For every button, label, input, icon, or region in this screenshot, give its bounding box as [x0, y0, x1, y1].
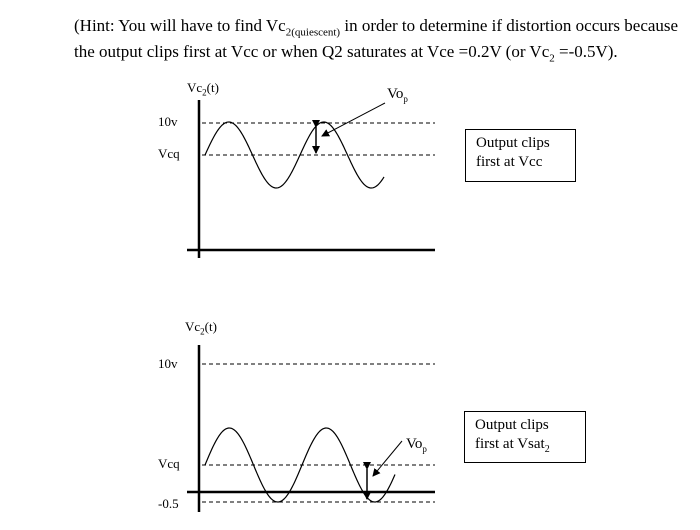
top-vop-pointer — [321, 102, 386, 137]
top-y-axis-label: Vc2(t) — [187, 80, 219, 98]
top-graph — [187, 100, 435, 258]
bottom-vop-sub: p — [422, 444, 427, 454]
top-box-line1: Output clips — [476, 135, 550, 151]
hint-text: (Hint: You will have to find Vc2(quiesce… — [74, 16, 694, 69]
bottom-vop-label: Vop — [406, 436, 427, 454]
bottom-vop-text: Vo — [406, 436, 423, 452]
bottom-vcq-label: Vcq — [158, 456, 180, 471]
bottom-10v-label: 10v — [158, 356, 178, 371]
bottom-box-line1: Output clips — [475, 417, 549, 433]
hint-subscript: 2(quiescent) — [285, 26, 341, 39]
bottom-y-label-text: Vc — [185, 319, 201, 334]
bottom-box-line2-text: first at Vsat — [475, 436, 545, 452]
top-vop-label: Vop — [387, 86, 408, 104]
top-box-line2: first at Vcc — [476, 154, 543, 170]
top-y-label-sub: 2 — [202, 87, 207, 98]
top-10v-label: 10v — [158, 114, 178, 129]
bottom-output-clips-box: Output clips first at Vsat2 — [464, 411, 586, 463]
hint-subscript-2: 2 — [549, 52, 555, 65]
bottom-neg-label: -0.5 — [158, 496, 179, 511]
bottom-y-axis-label: Vc2(t) — [185, 319, 217, 337]
bottom-y-label-suffix: (t) — [204, 319, 217, 334]
top-vop-text: Vo — [387, 86, 404, 102]
top-y-label-suffix: (t) — [206, 80, 219, 95]
hint-suffix: =-0.5V). — [554, 42, 618, 62]
top-y-label-text: Vc — [187, 80, 203, 95]
top-vcq-label: Vcq — [158, 146, 180, 161]
hint-prefix: (Hint: You will have to find Vc — [74, 16, 286, 35]
bottom-vop-pointer — [372, 440, 403, 477]
top-output-clips-box: Output clips first at Vcc — [465, 129, 576, 182]
bottom-y-label-sub: 2 — [200, 326, 205, 337]
bottom-box-line2: first at Vsat2 — [475, 435, 575, 459]
top-vop-sub: p — [403, 94, 408, 104]
hint-middle: in order to determine if distortion occu… — [74, 16, 679, 62]
top-sine-wave — [204, 121, 385, 189]
bottom-box-line2-sub: 2 — [544, 444, 550, 455]
bottom-graph — [187, 345, 435, 512]
